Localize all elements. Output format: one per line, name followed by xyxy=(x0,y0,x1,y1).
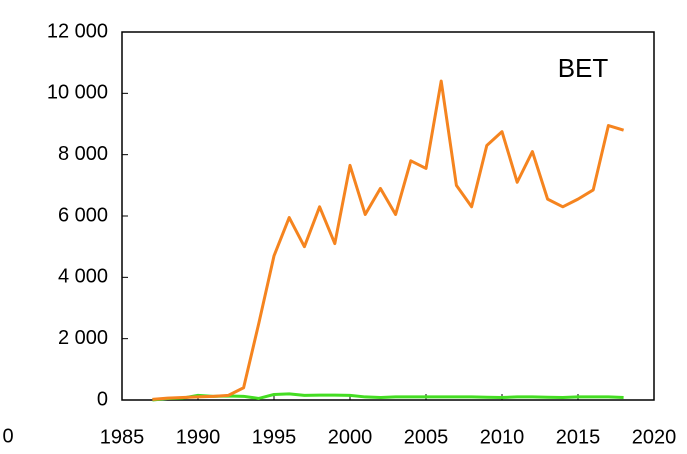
y-tick-label: 0 xyxy=(97,388,108,410)
y-tick-label: 12 000 xyxy=(47,20,108,42)
y-tick-label: 10 000 xyxy=(47,82,108,104)
x-tick-label: 1990 xyxy=(176,426,221,448)
x-tick-label: 2020 xyxy=(632,426,677,448)
series-line xyxy=(152,79,625,401)
series-line xyxy=(152,392,624,402)
x-tick-label: 1995 xyxy=(252,426,297,448)
plot-frame xyxy=(121,31,655,401)
clipped-label: 0 xyxy=(2,425,13,447)
y-tick-label: 6 000 xyxy=(58,204,108,226)
x-tick-label: 2010 xyxy=(480,426,525,448)
x-tick-label: 2015 xyxy=(556,426,601,448)
x-tick-label: 2005 xyxy=(404,426,449,448)
x-tick-label: 2000 xyxy=(328,426,373,448)
y-tick-label: 2 000 xyxy=(58,327,108,349)
y-tick-label: 4 000 xyxy=(58,266,108,288)
y-tick-label: 8 000 xyxy=(58,143,108,165)
annotation: BET xyxy=(558,53,609,83)
x-tick-label: 1985 xyxy=(100,426,145,448)
